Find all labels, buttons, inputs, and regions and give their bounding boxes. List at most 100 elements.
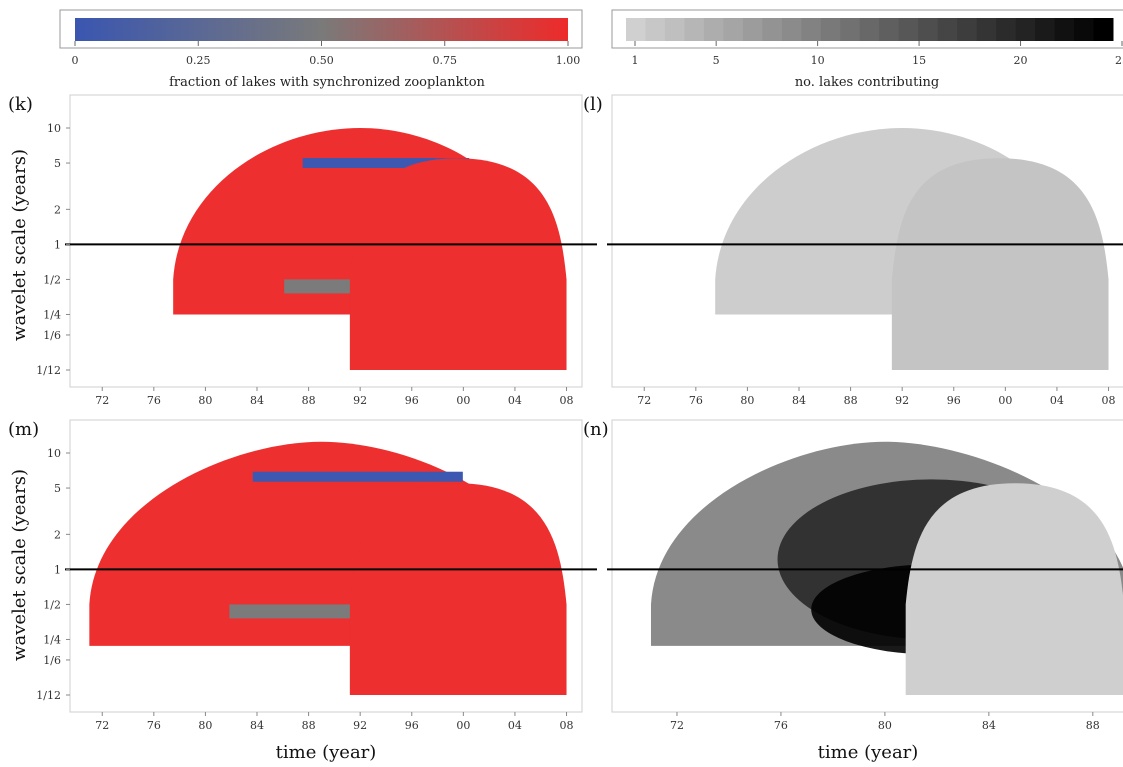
- colorbar-count-step: [1015, 18, 1036, 41]
- colorbar-sync-tick-label: 0.50: [309, 54, 334, 67]
- colorbar-count-step: [820, 18, 841, 41]
- colorbar-sync-tick-label: 0.75: [433, 54, 458, 67]
- colorbar-count-step: [1093, 18, 1114, 41]
- colorbar-count-tick-label: 1: [632, 54, 639, 67]
- x-tick-label: 08: [1102, 394, 1116, 407]
- colorbar-count-tick-label: 10: [811, 54, 825, 67]
- colorbar-count-step: [840, 18, 861, 41]
- x-tick-label: 04: [508, 719, 522, 732]
- panel-label-k: (k): [8, 94, 33, 115]
- x-tick-label: 84: [250, 719, 264, 732]
- x-tick-label: 00: [456, 719, 470, 732]
- panel-k: 72 76 80 84 88 92 96 00 04 08 10 5 2 1 1/2 1/4 1/6 1/12: [36, 94, 597, 407]
- colorbar-count-step: [626, 18, 646, 41]
- x-tick-label: 88: [844, 394, 858, 407]
- colorbar-count-step: [898, 18, 919, 41]
- colorbar-count-step: [996, 18, 1017, 41]
- panel-label-m: (m): [8, 419, 39, 440]
- colorbar-sync-tick-label: 0.25: [186, 54, 211, 67]
- colorbar-count: 1510152025 no. lakes contributing: [611, 9, 1123, 90]
- x-tick-label: 88: [302, 394, 316, 407]
- coi-region: [891, 158, 1109, 371]
- colorbar-sync: 0 0.25 0.50 0.75 1.00 fraction of lakes with…: [59, 9, 583, 90]
- y-tick-label: 1/4: [43, 633, 61, 646]
- colorbar-count-tick-label: 5: [713, 54, 720, 67]
- x-tick-label: 00: [998, 394, 1012, 407]
- x-tick-label: 92: [353, 719, 367, 732]
- y-tick-label: 1/12: [36, 364, 61, 377]
- colorbar-count-step: [664, 18, 685, 41]
- x-tick-label: 76: [147, 394, 161, 407]
- y-tick-label: 2: [54, 203, 61, 216]
- x-tick-label: 80: [198, 394, 212, 407]
- x-tick-label: 72: [95, 394, 109, 407]
- colorbar-count-step: [684, 18, 705, 41]
- x-tick-label: 92: [895, 394, 909, 407]
- y-tick-label: 1/2: [43, 598, 61, 611]
- x-tick-label: 92: [353, 394, 367, 407]
- colorbar-count-tick-label: 15: [912, 54, 926, 67]
- x-tick-label: 04: [508, 394, 522, 407]
- panel-label-n: (n): [583, 419, 609, 440]
- y-tick-label: 10: [47, 447, 61, 460]
- y-axis-title-top: wavelet scale (years): [9, 149, 30, 341]
- x-tick-label: 88: [302, 719, 316, 732]
- colorbar-count-step: [703, 18, 724, 41]
- x-tick-label: 96: [405, 394, 419, 407]
- colorbar-sync-label: fraction of lakes with synchronized zoop…: [169, 75, 485, 90]
- x-tick-label: 76: [689, 394, 703, 407]
- x-tick-label: 72: [670, 719, 684, 732]
- x-tick-label: 80: [740, 394, 754, 407]
- colorbar-count-step: [1054, 18, 1075, 41]
- coi-region: [349, 158, 567, 371]
- colorbar-count-step: [801, 18, 822, 41]
- colorbar-sync-tick-label: 1.00: [556, 54, 581, 67]
- x-tick-label: 84: [792, 394, 806, 407]
- colorbar-count-step: [1074, 18, 1095, 41]
- coi-region: [349, 483, 567, 696]
- colorbar-count-step: [645, 18, 666, 41]
- y-tick-label: 10: [47, 122, 61, 135]
- y-tick-label: 1: [54, 238, 61, 251]
- x-tick-label: 04: [1050, 394, 1064, 407]
- y-tick-label: 5: [54, 482, 61, 495]
- x-tick-label: 00: [456, 394, 470, 407]
- x-tick-label: 84: [982, 719, 996, 732]
- colorbar-count-step: [1035, 18, 1056, 41]
- colorbar-sync-tick-label: 0: [72, 54, 79, 67]
- colorbar-count-step: [879, 18, 900, 41]
- y-tick-label: 1/6: [43, 654, 61, 667]
- x-tick-label: 76: [774, 719, 788, 732]
- x-tick-label: 72: [95, 719, 109, 732]
- y-tick-label: 1/6: [43, 329, 61, 342]
- y-tick-label: 1/12: [36, 689, 61, 702]
- async-band: [252, 471, 463, 482]
- coi-region: [905, 483, 1123, 696]
- y-axis-title-bottom: wavelet scale (years): [9, 469, 30, 661]
- x-tick-label: 80: [878, 719, 892, 732]
- colorbar-sync-gradient: [75, 18, 568, 41]
- colorbar-count-tick-label: 25: [1115, 54, 1123, 67]
- x-tick-label: 08: [560, 394, 574, 407]
- x-tick-label: 84: [250, 394, 264, 407]
- y-tick-label: 1/2: [43, 273, 61, 286]
- colorbar-count-step: [957, 18, 978, 41]
- x-tick-label: 96: [947, 394, 961, 407]
- colorbar-count-step: [976, 18, 997, 41]
- x-tick-label: 72: [637, 394, 651, 407]
- async-band: [302, 158, 470, 168]
- panel-n: 72 76 80 84 88: [607, 419, 1123, 732]
- panel-l: 72 76 80 84 88 92 96 00 04 08: [607, 94, 1123, 407]
- y-tick-label: 1/4: [43, 308, 61, 321]
- colorbar-count-label: no. lakes contributing: [795, 75, 939, 90]
- x-tick-label: 88: [1086, 719, 1100, 732]
- x-axis-title-right: time (year): [818, 742, 919, 763]
- colorbar-count-step: [762, 18, 783, 41]
- x-tick-label: 76: [147, 719, 161, 732]
- colorbar-count-step: [859, 18, 880, 41]
- colorbar-count-step: [937, 18, 958, 41]
- panel-m: 72 76 80 84 88 92 96 00 04 08 10 5 2 1 1/2 1/4 1/6 1/12: [36, 419, 597, 732]
- x-tick-label: 96: [405, 719, 419, 732]
- colorbar-count-step: [918, 18, 939, 41]
